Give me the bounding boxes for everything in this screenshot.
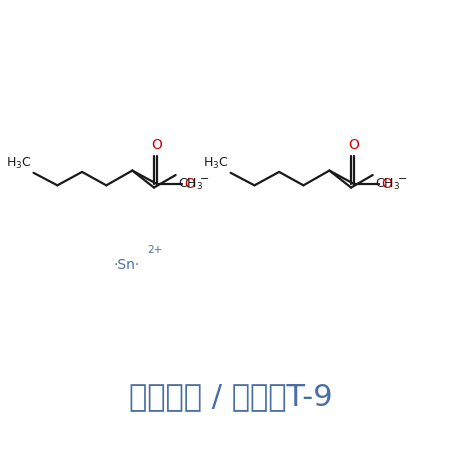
Text: CH$_3$: CH$_3$ <box>375 177 400 193</box>
Text: −: − <box>397 173 407 183</box>
Text: O: O <box>382 177 392 191</box>
Text: O: O <box>152 138 162 152</box>
Text: O: O <box>349 138 360 152</box>
Text: 辛酸亚锡 / 有机锡T-9: 辛酸亚锡 / 有机锡T-9 <box>129 382 333 411</box>
Text: ·Sn·: ·Sn· <box>113 258 140 271</box>
Text: H$_3$C: H$_3$C <box>6 156 32 171</box>
Text: O: O <box>184 177 195 191</box>
Text: CH$_3$: CH$_3$ <box>178 177 203 193</box>
Text: −: − <box>200 173 210 183</box>
Text: H$_3$C: H$_3$C <box>203 156 229 171</box>
Text: 2+: 2+ <box>148 245 163 255</box>
